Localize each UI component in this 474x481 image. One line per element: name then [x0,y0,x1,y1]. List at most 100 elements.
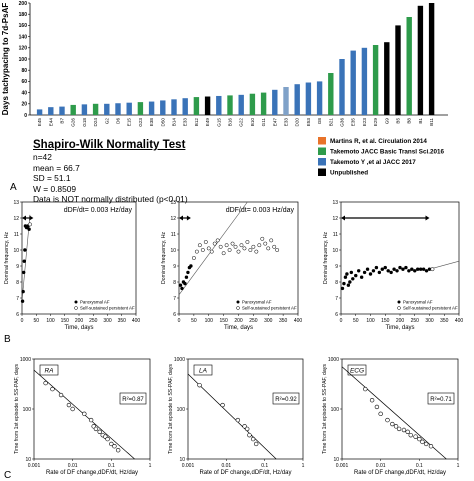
x-tick-label: B8 [407,118,412,124]
persistent-point [197,243,202,248]
bar [316,81,323,115]
persistent-point [215,238,220,243]
paroxysmal-point [401,267,405,271]
bar [59,106,65,115]
x-tick-label: E35 [351,118,356,127]
persistent-point [236,249,241,254]
x-tick-label: 1 [457,463,460,469]
paroxysmal-point [383,265,387,270]
bar [372,45,379,115]
chamber-label: ECG [350,368,364,375]
data-point [428,444,434,449]
y-tick-label: 180 [19,12,28,18]
stat-conclusion: Data is NOT normally distributed (p<0.01… [33,194,188,205]
y-tick-label: 60 [21,79,27,85]
paroxysmal-point [380,267,384,271]
y-tick-label: 13 [332,200,338,206]
y-tick-label: 7 [16,296,19,302]
panel-label-b: B [4,334,11,345]
y-tick-label: 12 [332,216,338,222]
legend-swatch [318,168,326,176]
chamber-label: LA [199,368,207,375]
y-axis-title: Dominal frequency, Hz [323,232,329,284]
legend-label: Takemoto JACC Basic Transl Sci.2016 [330,149,444,156]
persistent-point [218,244,223,249]
r2-box [119,392,147,405]
data-point [82,411,87,417]
y-tick-label: 20 [21,102,27,108]
data-point [242,424,247,429]
data-point [88,417,94,423]
y-tick-label: 7 [173,296,176,302]
data-point [390,421,395,427]
data-point [58,392,64,398]
bar [160,100,166,115]
x-tick-label: 200 [396,318,405,324]
paroxysmal-point [424,269,429,273]
x-tick-label: B14 [172,118,177,127]
paroxysmal-point [386,269,390,273]
paroxysmal-point [368,272,373,276]
y-tick-label: 8 [173,280,176,286]
y-tick-label: 9 [335,264,338,270]
persistent-point [28,222,32,227]
bar [260,92,267,115]
paroxysmal-point [413,269,417,273]
x-tick-label: 0.01 [221,463,231,469]
paroxysmal-point [410,267,414,271]
data-point [253,441,259,447]
bar [48,107,54,115]
y-tick-label: 13 [13,200,19,206]
data-point [197,382,202,388]
x-tick-label: G36 [340,118,345,127]
trend-line [178,201,248,295]
x-tick-label: 200 [75,318,84,324]
data-point [112,444,117,449]
data-point [378,411,383,417]
data-point [235,417,241,423]
bar [36,109,43,115]
x-tick-label: G8 [317,118,322,125]
y-tick-label: 9 [16,264,19,270]
x-tick-label: E47 [272,118,277,127]
trend-line [429,260,460,270]
paroxysmal-point [398,265,402,270]
bar [204,96,211,115]
paroxysmal-point [186,270,190,275]
y-tick-label: 1000 [328,357,339,363]
y-tick-label: 6 [16,312,19,318]
bar [350,50,356,115]
paroxysmal-point [22,259,26,263]
data-point [413,434,418,439]
persistent-point [224,243,229,248]
x-tick-label: 150 [61,318,70,324]
legend-marker-persistent [236,306,240,310]
x-axis-title: Rate of DF change,dDF/dt, Hz/day [199,470,291,476]
y-tick-label: 10 [333,457,339,463]
stat-sd: SD = 51.1 [33,173,71,184]
x-tick-label: 0 [21,318,24,324]
x-tick-label: B10 [250,118,255,127]
legend-marker-paroxysmal [74,300,78,304]
x-tick-label: E33 [284,118,289,127]
bar [137,102,144,115]
chamber-label-box [193,364,213,376]
y-tick-label: 12 [170,216,176,222]
persistent-point [242,246,247,251]
y-tick-label: 7 [335,296,338,302]
persistent-point [191,256,196,260]
x-tick-label: 350 [118,318,127,324]
legend-marker-paroxysmal [236,300,240,304]
data-point [417,436,422,442]
persistent-point [254,249,259,254]
panel-label-c: C [4,470,11,481]
data-point [396,426,402,432]
bar [182,98,188,115]
paroxysmal-point [343,275,348,279]
persistent-point [227,248,232,252]
paroxysmal-point [395,269,399,273]
x-tick-label: B1 [418,118,423,124]
x-tick-label: G26 [71,118,76,127]
chamber-label: RA [44,368,53,375]
x-tick-label: 350 [440,318,449,324]
